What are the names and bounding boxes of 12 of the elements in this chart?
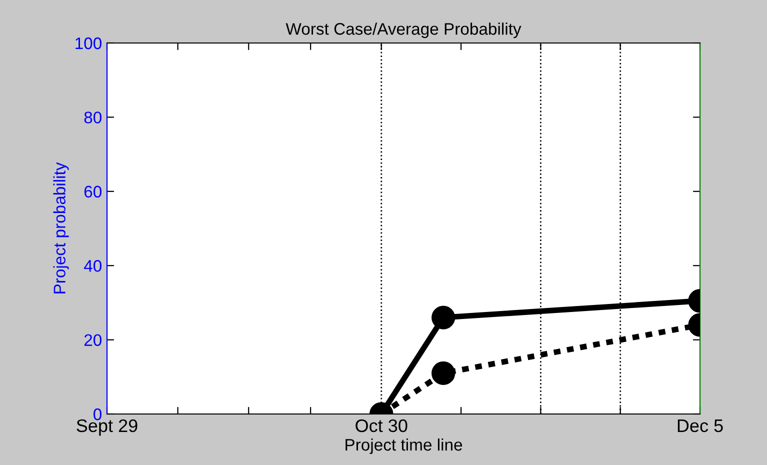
x-tick-label: Sept 29 [76,419,138,436]
x-tick-label: Dec 5 [678,420,723,432]
y-tick-label: 100 [76,37,102,50]
chart-title: Worst Case/Average Probability [286,22,522,38]
y-axis-title: Project probability [53,162,69,294]
y-tick-label: 80 [84,112,102,124]
y-tick-label: 20 [84,334,102,346]
y-tick-label: 0 [94,408,102,420]
x-tick-label: Oct 30 [356,419,408,432]
y-tick-label: 40 [84,260,102,272]
x-axis-title: Project time line [346,438,462,454]
y-tick-label: 60 [84,186,102,198]
